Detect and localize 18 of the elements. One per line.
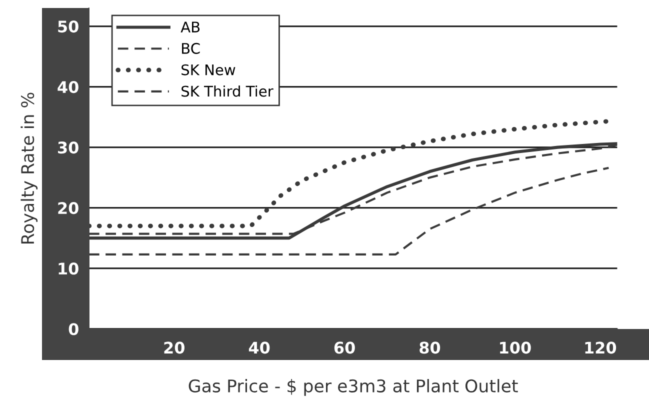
legend-label: AB — [180, 22, 200, 32]
x-tick-label: 60 — [334, 342, 355, 354]
y-axis-title: Royalty Rate in % — [20, 92, 38, 244]
y-tick-label: 10 — [58, 262, 78, 275]
x-tick-label: 120 — [585, 342, 616, 354]
x-tick-label: 40 — [248, 342, 270, 354]
x-tick-label: 80 — [420, 342, 440, 354]
y-tick-label: 20 — [58, 202, 78, 214]
x-tick-label: 20 — [164, 342, 184, 354]
y-tick-label: 50 — [58, 20, 78, 33]
legend-label: SK New — [182, 64, 236, 76]
y-tick-label: 30 — [58, 142, 78, 154]
legend-label: BC — [182, 42, 200, 54]
y-tick-label: 0 — [68, 323, 78, 336]
legend-label: SK Third Tier — [182, 85, 274, 97]
x-axis-title: Gas Price - $ per e3m3 at Plant Outlet — [188, 379, 518, 396]
y-tick-label: 40 — [58, 81, 78, 94]
x-tick-label: 100 — [500, 342, 531, 354]
